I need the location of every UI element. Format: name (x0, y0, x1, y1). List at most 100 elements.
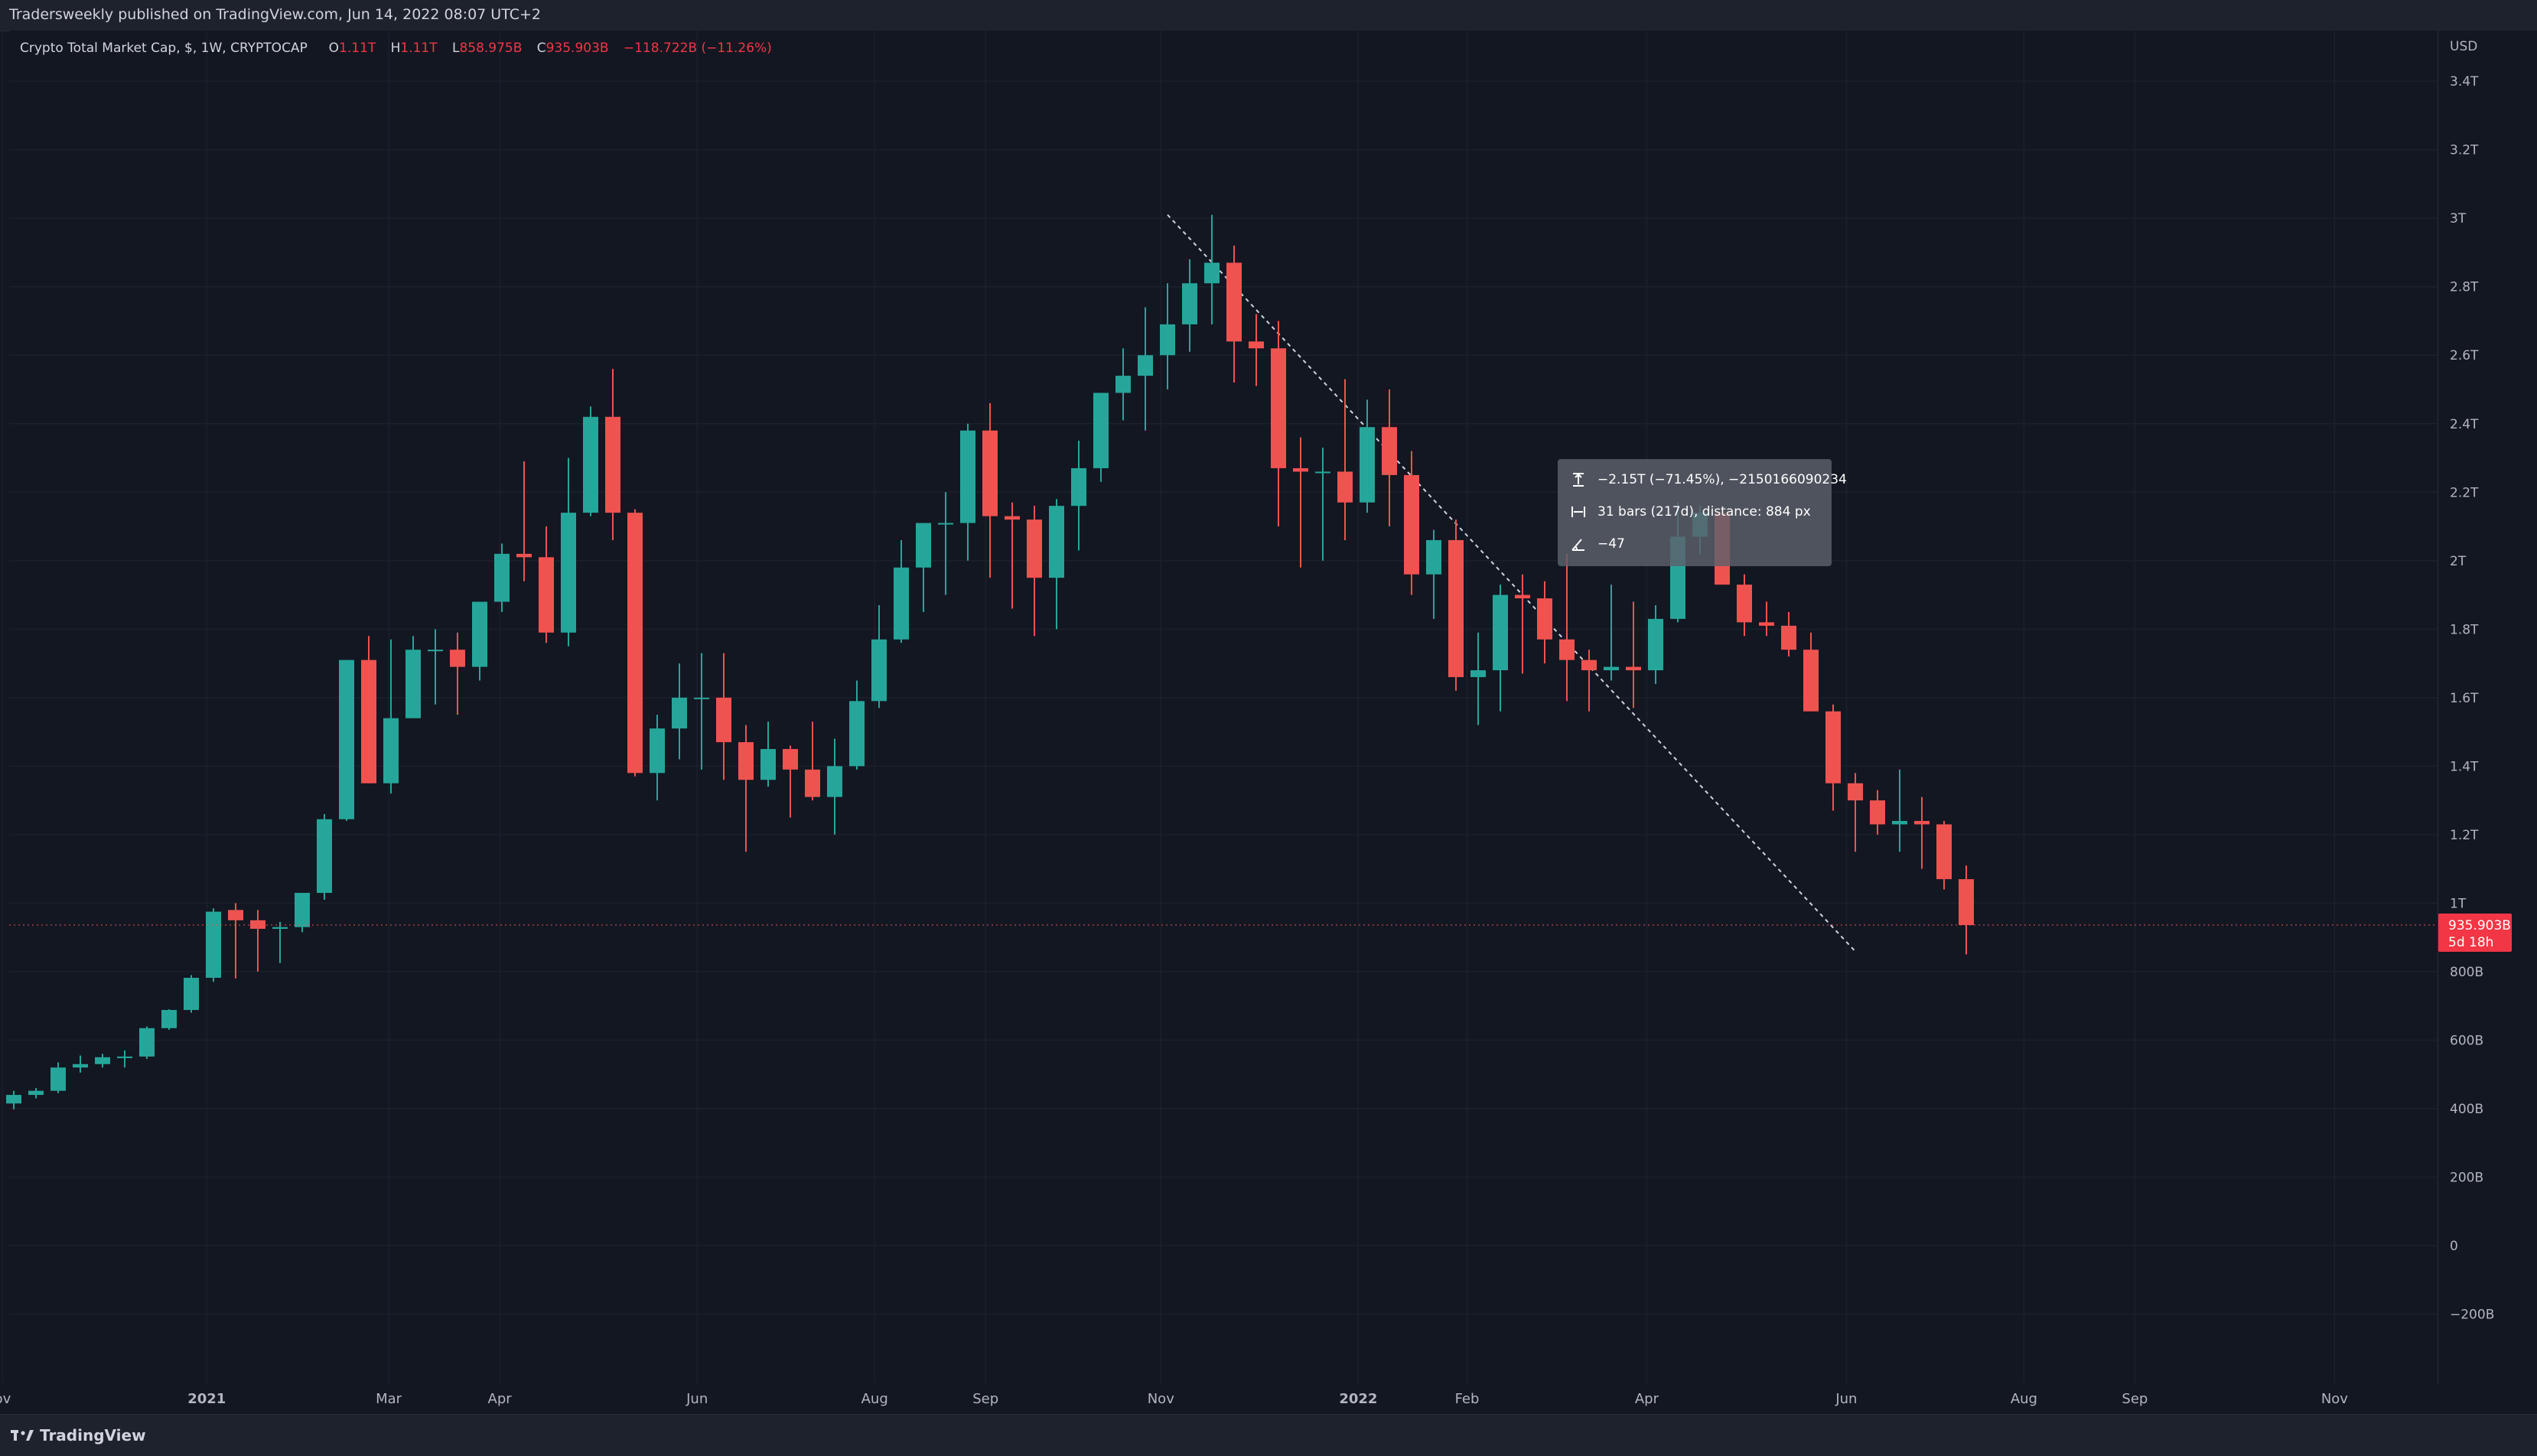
candle (1892, 769, 1907, 852)
candle-body (50, 1067, 66, 1091)
candle (50, 1062, 66, 1093)
candle-body (228, 910, 243, 920)
candle-body (1138, 355, 1153, 376)
price-axis[interactable] (2438, 31, 2537, 1383)
symbol-name[interactable]: Crypto Total Market Cap, $, 1W, CRYPTOCA… (20, 41, 308, 56)
low-label: L (451, 41, 460, 56)
candle (206, 908, 221, 982)
candle (1759, 601, 1774, 637)
candle-body (73, 1063, 88, 1068)
candle-body (1470, 670, 1486, 677)
candle (1404, 451, 1419, 595)
ohlc-legend: Crypto Total Market Cap, $, 1W, CRYPTOCA… (20, 41, 772, 56)
measure-angle: −47 (1597, 536, 1625, 552)
candle-body (405, 650, 421, 718)
candle (938, 492, 953, 595)
candle-body (1071, 467, 1086, 507)
candle (1160, 283, 1175, 389)
tradingview-logo-text: TradingView (40, 1426, 146, 1445)
candle-body (1537, 598, 1552, 640)
candle-body (539, 557, 554, 633)
candle (73, 1055, 88, 1073)
candle-body (1182, 283, 1197, 324)
candle (738, 725, 754, 852)
candle (1315, 448, 1330, 561)
candle-body (1493, 594, 1508, 671)
candle-body (161, 1010, 177, 1028)
candle-body (738, 742, 754, 780)
candle (760, 721, 776, 787)
candle (6, 1090, 21, 1109)
candle (1626, 601, 1641, 708)
candle-body (1226, 262, 1242, 342)
publish-info: Tradersweekly published on TradingView.c… (9, 6, 541, 23)
candle-body (95, 1057, 110, 1064)
candle (1959, 865, 1974, 955)
candle (1337, 379, 1353, 540)
candle-body (1759, 622, 1774, 626)
measure-bars-distance: 31 bars (217d), distance: 884 px (1597, 504, 1811, 520)
candle-body (716, 697, 731, 743)
candle-body (694, 697, 709, 699)
grid-lines (2, 31, 2438, 1383)
candle-body (1448, 539, 1464, 677)
candle-body (450, 650, 465, 667)
candle-body (1005, 516, 1020, 520)
candle (1848, 773, 1863, 852)
candle-body (1315, 471, 1330, 474)
candle-body (783, 748, 798, 770)
candle (672, 663, 687, 760)
candle (295, 892, 310, 933)
candle (1093, 393, 1109, 482)
tradingview-logo[interactable]: TradingView (11, 1425, 146, 1446)
candle-body (1426, 539, 1441, 575)
candle (871, 604, 887, 708)
candle-body (1027, 520, 1042, 578)
candle (494, 543, 510, 612)
candle (339, 660, 354, 821)
candle (1936, 820, 1952, 890)
candle (1470, 632, 1486, 725)
candle (472, 601, 487, 681)
candle (117, 1050, 132, 1068)
high-label: H (390, 41, 401, 56)
candle (1781, 611, 1796, 657)
candle-body (1559, 639, 1575, 660)
candle-body (1204, 262, 1220, 284)
candle-body (605, 416, 620, 513)
high-value: 1.11T (400, 41, 438, 56)
candle (1138, 307, 1153, 431)
candle (1204, 214, 1220, 324)
change-value: −118.722B (−11.26%) (623, 41, 772, 56)
trend-line (1167, 214, 1856, 953)
candle-body (1914, 820, 1930, 825)
candle (1448, 520, 1464, 691)
measure-tooltip[interactable]: −2.15T (−71.45%), −2150166090234 31 bars… (1558, 459, 1847, 566)
candle (1803, 632, 1819, 712)
candle (317, 814, 332, 900)
candle-body (1337, 471, 1353, 503)
candle-body (1293, 467, 1308, 472)
candle (827, 738, 842, 835)
candle-body (295, 892, 310, 927)
candle (1071, 441, 1086, 551)
candle (1581, 650, 1597, 712)
open-label: O (328, 41, 340, 56)
candle (28, 1088, 44, 1099)
candle-body (650, 728, 665, 774)
candle (161, 1009, 177, 1031)
candle-body (1404, 474, 1419, 575)
candle (1249, 314, 1264, 386)
candle (1293, 437, 1308, 568)
candle (583, 406, 598, 516)
candle-body (1892, 820, 1907, 825)
candle (95, 1054, 110, 1068)
candle (716, 653, 731, 780)
candle (1049, 499, 1064, 630)
candle-body (184, 977, 199, 1011)
close-label: C (536, 41, 546, 56)
trend-line-group (1167, 214, 1856, 953)
candle-body (28, 1090, 44, 1096)
candle-body (805, 769, 820, 797)
